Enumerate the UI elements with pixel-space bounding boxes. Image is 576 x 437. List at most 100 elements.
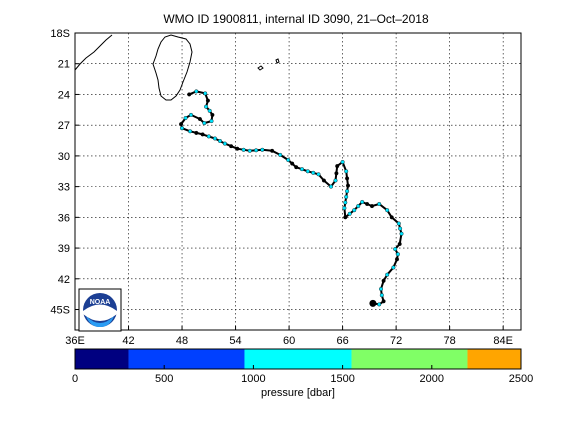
profile-marker [397, 241, 402, 246]
colorbar-bin [244, 349, 352, 369]
profile-marker [260, 147, 265, 152]
profile-marker [205, 98, 210, 103]
profile-marker [360, 199, 365, 204]
profile-marker [254, 148, 259, 153]
profile-marker [356, 204, 361, 209]
colorbar-tick-label: 500 [155, 373, 173, 385]
colorbar-tick-label: 0 [72, 373, 78, 385]
profile-marker [209, 119, 214, 124]
colorbar-tick-label: 1500 [330, 373, 354, 385]
noaa-logo-bird [83, 304, 117, 321]
profile-marker [235, 146, 240, 151]
last-position-marker [369, 299, 377, 307]
profile-marker [377, 201, 382, 206]
profile-marker [222, 141, 227, 146]
colorbar-tick-label: 2000 [420, 373, 444, 385]
profile-marker [343, 215, 348, 220]
lat-tick-label: 21 [58, 59, 70, 71]
profile-marker [377, 302, 382, 307]
lon-tick-label: 84E [493, 335, 513, 347]
profile-marker [379, 287, 384, 292]
profile-marker [346, 183, 351, 188]
lon-tick-label: 36E [65, 335, 85, 347]
float-trajectory [179, 89, 404, 307]
profile-marker [179, 126, 184, 131]
profile-marker [389, 215, 394, 220]
map-frame [74, 32, 522, 331]
profile-marker [183, 115, 188, 120]
lat-tick-label: 39 [58, 243, 70, 255]
profile-marker [188, 112, 193, 117]
profile-marker [290, 161, 295, 166]
profile-marker [393, 247, 398, 252]
profile-marker [241, 147, 246, 152]
island-1 [257, 65, 264, 71]
profile-marker [365, 201, 370, 206]
profile-marker [344, 194, 349, 199]
profile-marker [202, 121, 207, 126]
lon-tick-label: 66 [336, 335, 348, 347]
noaa-logo-wave [86, 316, 114, 327]
profile-marker [335, 164, 340, 169]
profile-marker [179, 122, 184, 127]
colorbar-bin [128, 349, 245, 369]
profile-marker [391, 265, 396, 270]
lat-tick-label: 36 [58, 212, 70, 224]
profile-marker [316, 172, 321, 177]
profile-marker [329, 184, 334, 189]
profile-marker [203, 91, 208, 96]
profile-marker [381, 299, 386, 304]
lon-tick-label: 48 [176, 335, 188, 347]
profile-marker [347, 211, 352, 216]
profile-marker [229, 144, 234, 149]
profile-marker [212, 136, 217, 141]
colorbar-bin [351, 349, 468, 369]
lon-tick-label: 60 [283, 335, 295, 347]
profile-marker [395, 257, 400, 262]
lat-tick-label: 42 [58, 274, 70, 286]
colorbar-bin [75, 349, 129, 369]
figure-title: WMO ID 1900811, internal ID 3090, 21–Oct… [163, 12, 429, 26]
profile-marker [352, 208, 357, 213]
lat-tick-label: 30 [58, 151, 70, 163]
lat-tick-label: 18S [50, 28, 70, 40]
profile-marker [396, 221, 401, 226]
pressure-colorbar [75, 349, 521, 369]
lon-tick-label: 42 [122, 335, 134, 347]
lat-tick-label: 27 [58, 120, 70, 132]
lat-tick-label: 45S [50, 305, 70, 317]
colorbar-bin [467, 349, 521, 369]
colorbar-tick-label: 2500 [509, 373, 533, 385]
profile-marker [344, 169, 349, 174]
profile-marker [370, 204, 375, 209]
lon-tick-label: 78 [444, 335, 456, 347]
longitude-tick-labels: 36E 42 48 54 60 66 72 78 84E [65, 335, 513, 347]
profile-marker [300, 167, 305, 172]
profile-marker [187, 92, 192, 97]
profile-marker [210, 112, 215, 117]
noaa-logo-text: NOAA [90, 299, 111, 306]
island-2 [275, 58, 280, 64]
profile-marker [399, 231, 404, 236]
profile-marker [385, 272, 390, 277]
profile-marker [197, 116, 202, 121]
map-grid [74, 32, 521, 330]
land-outlines [74, 34, 280, 101]
lat-tick-label: 33 [58, 182, 70, 194]
colorbar-tick-label: 1000 [241, 373, 265, 385]
profile-marker [395, 252, 400, 257]
profile-marker [381, 278, 386, 283]
colorbar-frame [74, 348, 522, 370]
profile-marker [286, 157, 291, 162]
profile-marker [343, 200, 348, 205]
profile-marker [294, 165, 299, 170]
lat-tick-label: 24 [58, 89, 70, 101]
profile-marker [278, 152, 283, 157]
profile-marker [398, 226, 403, 231]
noaa-logo: NOAA [78, 288, 122, 332]
profile-marker [340, 159, 345, 164]
lon-tick-label: 72 [390, 335, 402, 347]
profile-marker [194, 89, 199, 94]
